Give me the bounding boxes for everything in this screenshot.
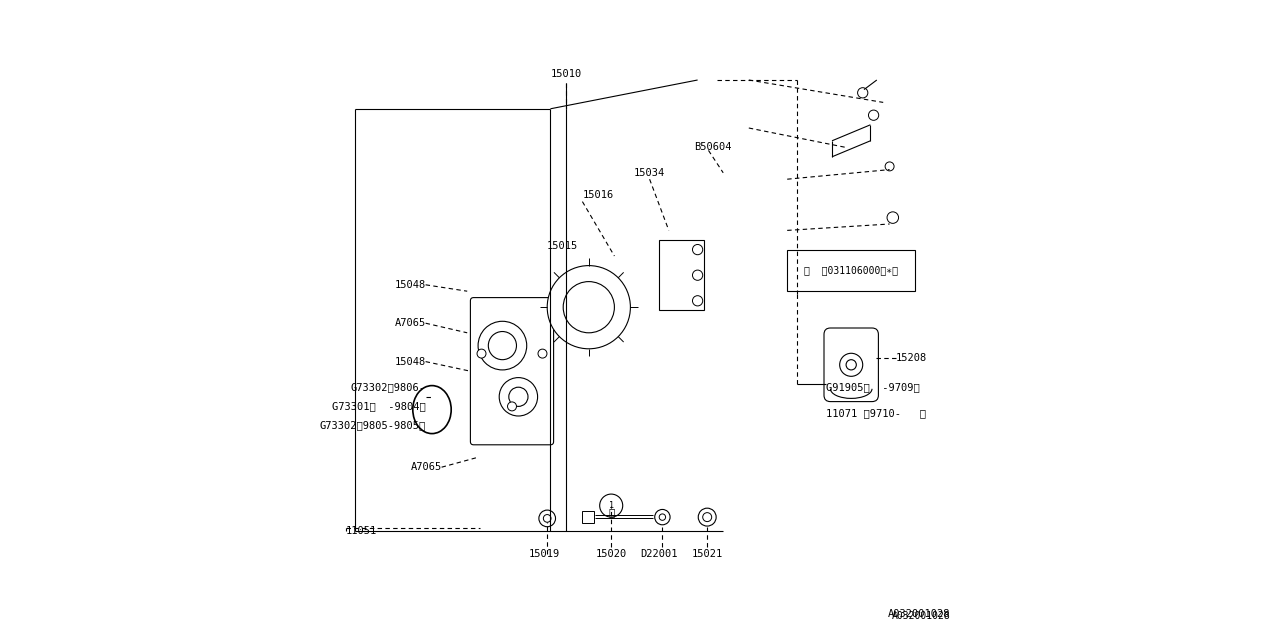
Circle shape [538, 349, 547, 358]
Text: 15016: 15016 [582, 190, 613, 200]
Circle shape [659, 514, 666, 520]
Text: D22001: D22001 [640, 548, 678, 559]
Text: 15048: 15048 [394, 280, 425, 290]
Circle shape [499, 378, 538, 416]
Circle shape [544, 515, 552, 522]
Circle shape [703, 513, 712, 522]
FancyBboxPatch shape [824, 328, 878, 402]
Circle shape [692, 244, 703, 255]
Text: 15019: 15019 [529, 548, 559, 559]
Circle shape [479, 321, 527, 370]
FancyBboxPatch shape [787, 250, 915, 291]
Circle shape [692, 296, 703, 306]
Circle shape [699, 508, 717, 526]
Circle shape [488, 332, 517, 360]
Text: G73302を9805-9805）: G73302を9805-9805） [319, 420, 425, 431]
Circle shape [869, 110, 879, 120]
Circle shape [840, 353, 863, 376]
Text: 15010: 15010 [550, 68, 582, 79]
Circle shape [846, 360, 856, 370]
Circle shape [887, 212, 899, 223]
Text: G73302を9806-: G73302を9806- [351, 382, 425, 392]
Text: 15021: 15021 [691, 548, 723, 559]
Text: 15015: 15015 [548, 241, 579, 252]
Text: 15048: 15048 [394, 356, 425, 367]
Circle shape [600, 494, 623, 517]
Circle shape [539, 510, 556, 527]
Text: A032001028: A032001028 [888, 609, 950, 620]
Bar [582, 511, 594, 523]
Text: A7065: A7065 [411, 462, 442, 472]
Circle shape [692, 270, 703, 280]
Circle shape [477, 349, 486, 358]
Text: ①: ① [608, 507, 614, 517]
Circle shape [563, 282, 614, 333]
Text: 15020: 15020 [595, 548, 627, 559]
Text: G91905（  -9709）: G91905（ -9709） [826, 382, 919, 392]
Text: 15208: 15208 [896, 353, 927, 364]
Text: A7065: A7065 [394, 318, 425, 328]
Text: 15034: 15034 [634, 168, 666, 178]
Circle shape [508, 387, 529, 406]
Text: B50604: B50604 [694, 142, 731, 152]
Text: ①  Ⓦ031106000（∗）: ① Ⓦ031106000（∗） [804, 266, 899, 275]
Circle shape [655, 509, 671, 525]
Circle shape [547, 266, 630, 349]
Circle shape [886, 162, 895, 171]
Circle shape [858, 88, 868, 98]
Circle shape [507, 402, 517, 411]
Text: G73301（  -9804）: G73301（ -9804） [332, 401, 425, 412]
Text: 1: 1 [609, 501, 613, 510]
Text: 11071 （9710-   ）: 11071 （9710- ） [826, 408, 925, 418]
Text: 11051: 11051 [346, 526, 376, 536]
Bar [659, 240, 704, 310]
FancyBboxPatch shape [471, 298, 554, 445]
Text: A032001028: A032001028 [892, 611, 950, 621]
